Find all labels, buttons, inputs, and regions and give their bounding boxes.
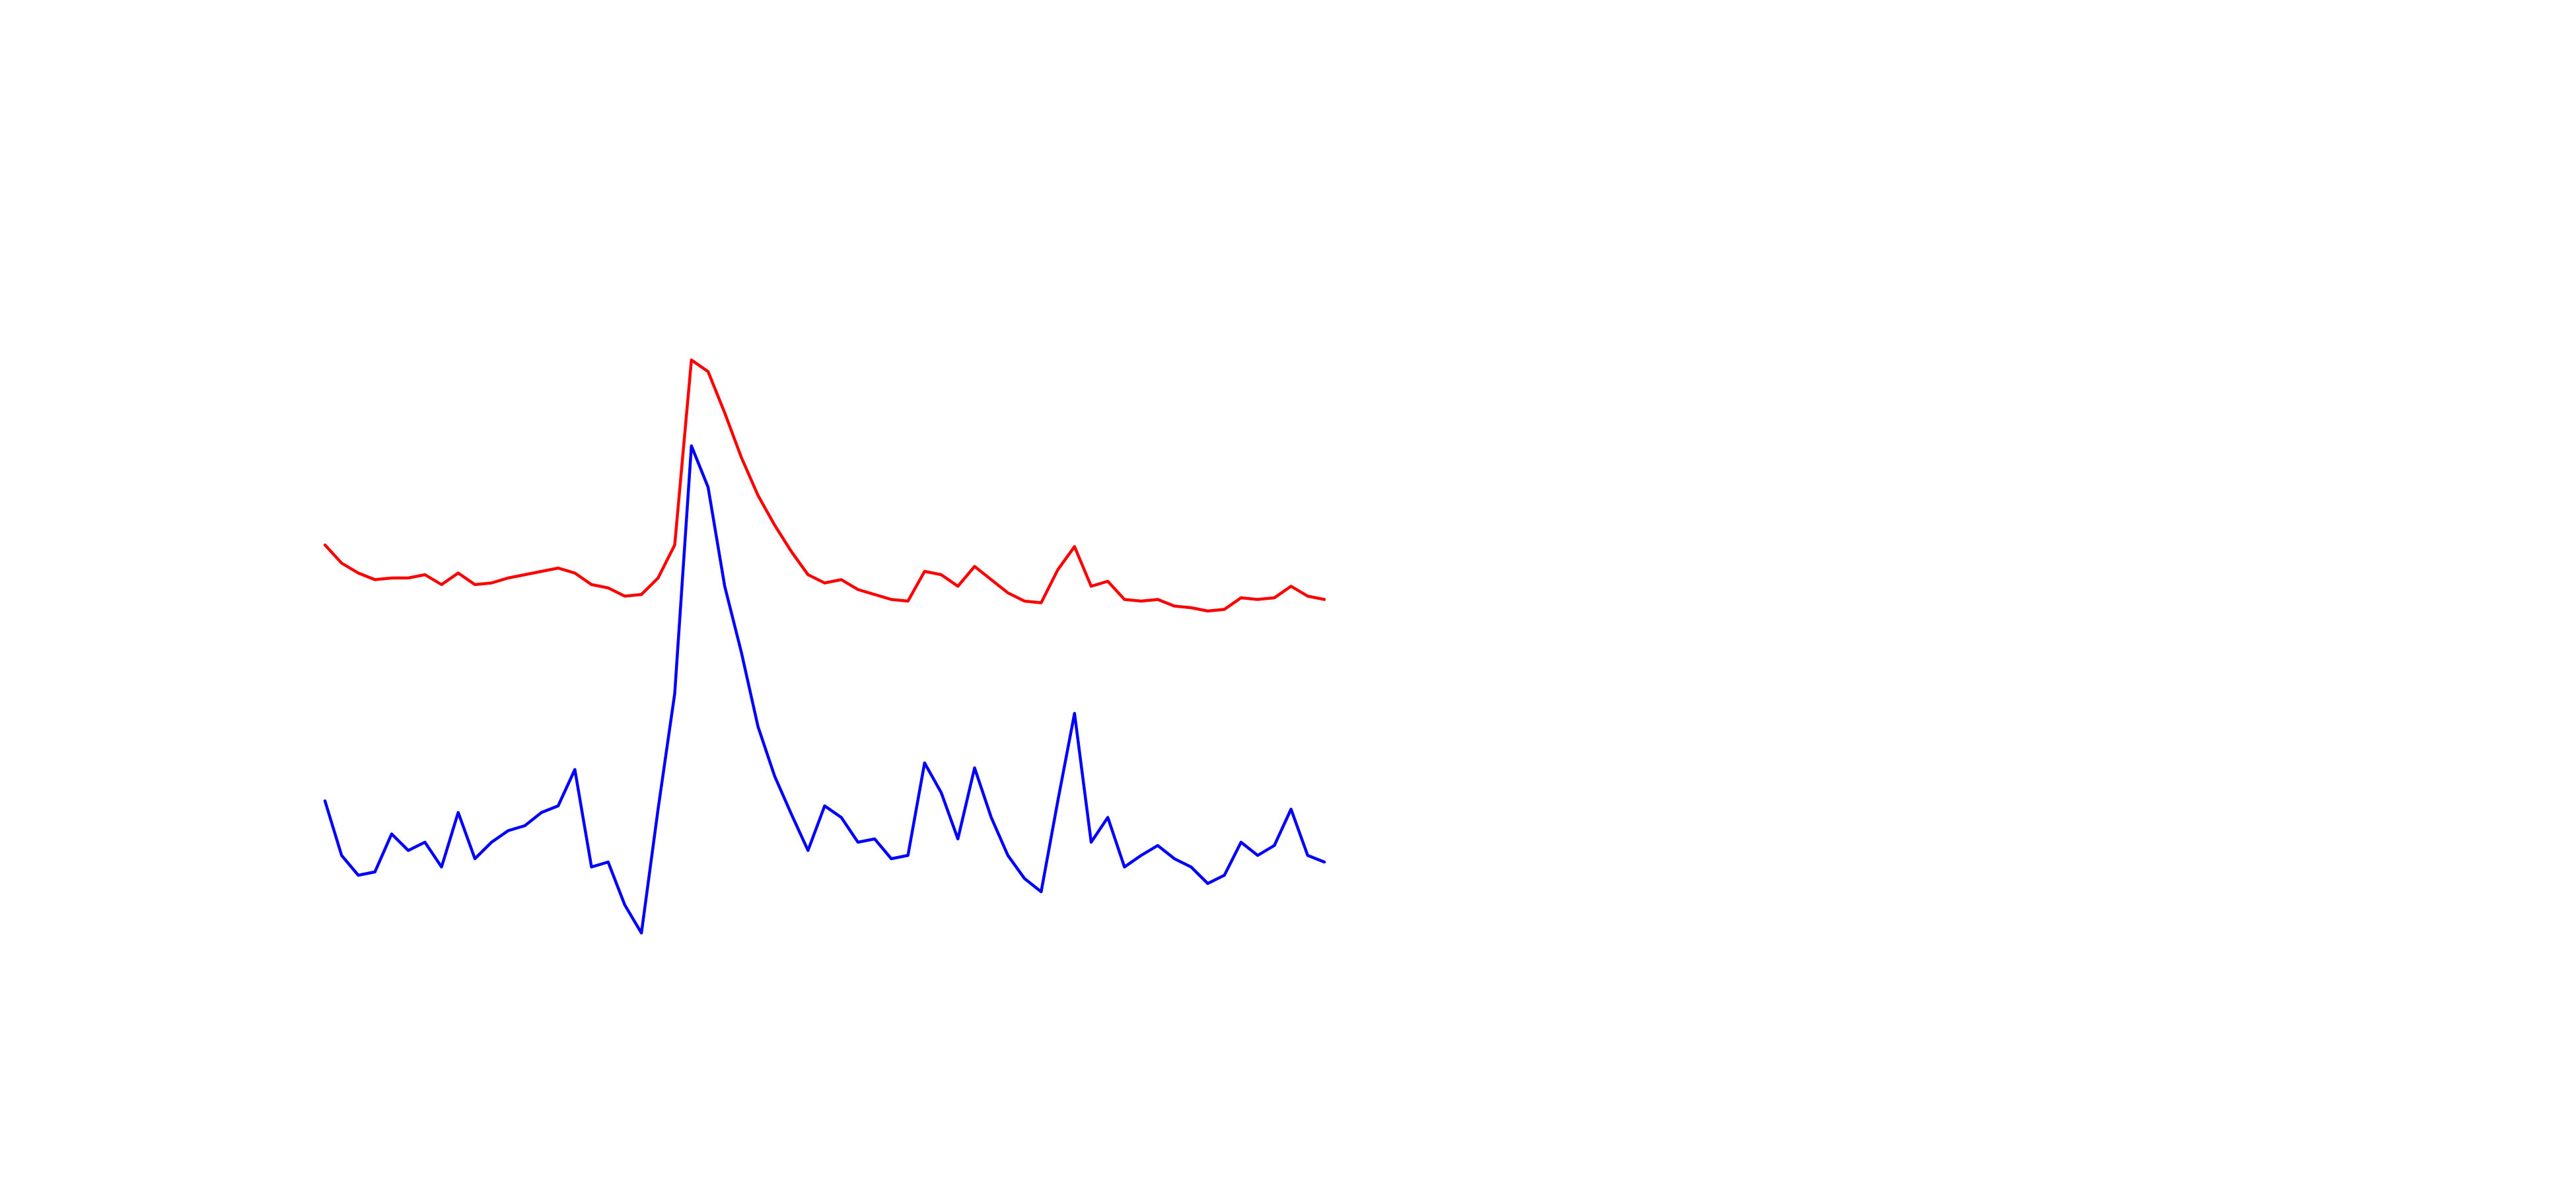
data-line <box>323 358 1326 613</box>
data-line <box>323 444 1326 935</box>
